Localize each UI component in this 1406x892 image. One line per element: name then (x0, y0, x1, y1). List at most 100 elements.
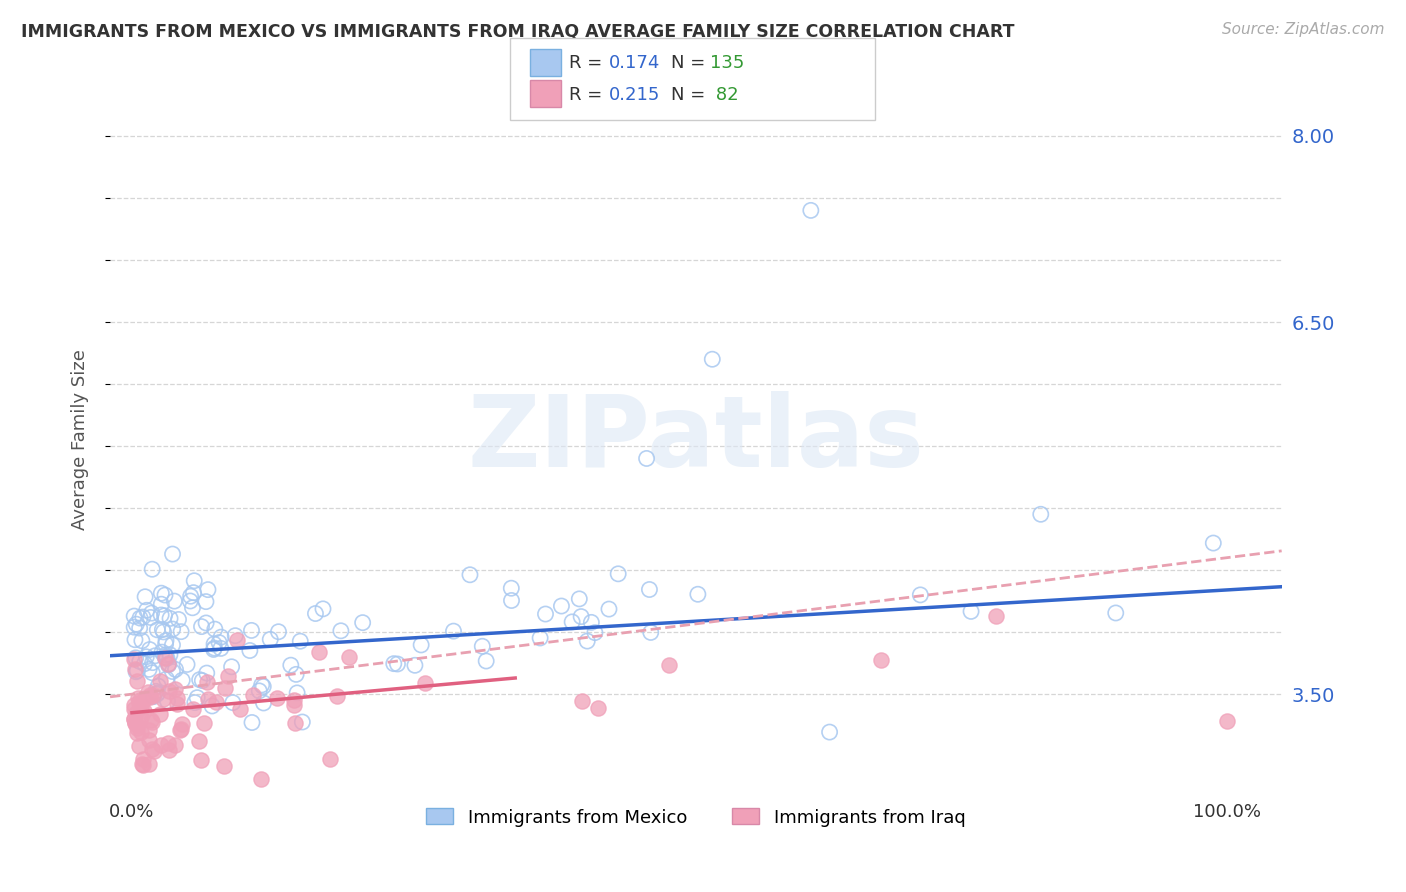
Point (135, 603, 157, 617)
Point (984, 608, 1007, 623)
Point (138, 757, 160, 772)
Point (1105, 606, 1128, 620)
Point (124, 663, 146, 677)
Point (166, 690, 188, 705)
Point (150, 597, 173, 611)
Point (141, 742, 163, 756)
Point (149, 707, 172, 722)
Point (202, 637, 225, 651)
Point (266, 690, 288, 705)
Point (569, 609, 592, 624)
Point (142, 744, 165, 758)
Point (128, 739, 150, 753)
Point (162, 638, 184, 652)
Point (139, 713, 162, 727)
Point (157, 736, 180, 750)
Point (159, 648, 181, 662)
Point (138, 723, 160, 738)
Point (129, 696, 152, 710)
Point (146, 687, 169, 701)
Point (204, 622, 226, 636)
Point (165, 739, 187, 753)
Point (607, 566, 630, 581)
Point (134, 590, 156, 604)
Point (128, 655, 150, 669)
Point (150, 738, 173, 752)
Point (153, 649, 176, 664)
Point (122, 652, 145, 666)
Point (152, 624, 174, 639)
Point (141, 606, 163, 620)
Point (132, 752, 155, 766)
Point (411, 638, 433, 652)
Point (352, 615, 374, 630)
Point (209, 641, 232, 656)
Point (150, 586, 173, 600)
Point (145, 684, 167, 698)
Point (312, 602, 335, 616)
Point (129, 693, 152, 707)
Point (132, 757, 155, 772)
Point (561, 615, 583, 629)
Point (143, 648, 166, 663)
Point (159, 611, 181, 625)
Point (157, 657, 180, 672)
Point (195, 666, 218, 681)
Point (193, 716, 215, 731)
Point (129, 699, 152, 714)
Point (122, 620, 145, 634)
Point (163, 594, 186, 608)
Point (125, 651, 148, 665)
Point (702, 352, 724, 367)
Point (152, 623, 174, 637)
Point (404, 658, 426, 673)
Point (636, 451, 658, 466)
Point (139, 690, 162, 705)
Text: 0.215: 0.215 (609, 87, 661, 104)
Point (195, 674, 218, 689)
Point (247, 684, 270, 698)
Point (169, 723, 191, 737)
Point (800, 203, 823, 218)
Point (125, 665, 148, 679)
Point (152, 692, 174, 706)
Point (337, 649, 360, 664)
Point (170, 624, 193, 639)
Point (122, 698, 145, 712)
Point (155, 648, 177, 662)
Point (195, 615, 218, 630)
Text: N =: N = (671, 54, 710, 72)
Point (387, 657, 409, 671)
Point (138, 733, 160, 747)
Point (124, 716, 146, 731)
Point (1202, 536, 1225, 550)
Point (214, 681, 236, 695)
Point (131, 756, 153, 771)
Point (471, 640, 494, 654)
Point (162, 622, 184, 636)
Point (1216, 714, 1239, 729)
Point (240, 715, 263, 730)
Point (640, 625, 662, 640)
Point (129, 724, 152, 739)
Point (229, 702, 252, 716)
Point (1029, 508, 1052, 522)
Point (125, 726, 148, 740)
Point (290, 634, 312, 648)
Point (170, 717, 193, 731)
Point (534, 607, 557, 621)
Point (162, 665, 184, 679)
Point (150, 607, 173, 622)
Point (135, 691, 157, 706)
Text: IMMIGRANTS FROM MEXICO VS IMMIGRANTS FROM IRAQ AVERAGE FAMILY SIZE CORRELATION C: IMMIGRANTS FROM MEXICO VS IMMIGRANTS FRO… (21, 22, 1015, 40)
Point (122, 712, 145, 726)
Point (201, 698, 224, 713)
Point (197, 692, 219, 706)
Point (529, 631, 551, 645)
Point (156, 694, 179, 708)
Point (141, 714, 163, 729)
Point (157, 657, 180, 671)
Point (122, 609, 145, 624)
Point (139, 610, 162, 624)
Point (291, 714, 314, 729)
